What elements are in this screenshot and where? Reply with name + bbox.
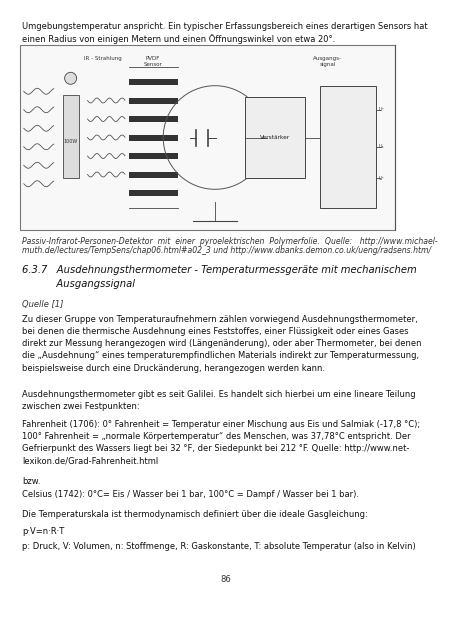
Bar [129,79,178,85]
Bar [129,153,178,159]
Text: Ausdehnungsthermometer gibt es seit Galilei. Es handelt sich hierbei um eine lin: Ausdehnungsthermometer gibt es seit Gali… [22,390,415,411]
Text: bzw.: bzw. [22,477,40,486]
Text: Die Temperaturskala ist thermodynamisch definiert über die ideale Gasgleichung:: Die Temperaturskala ist thermodynamisch … [22,510,368,519]
Bar [320,86,376,208]
Text: Passiv-Infrarot-Personen-Detektor  mit  einer  pyroelektrischen  Polymerfolie.  : Passiv-Infrarot-Personen-Detektor mit ei… [22,237,438,246]
Bar [63,95,79,178]
Text: Ausgangs-
signal: Ausgangs- signal [313,56,342,67]
Text: Quelle [1]: Quelle [1] [22,300,63,309]
Text: 86: 86 [221,575,231,584]
Text: Uᵇ: Uᵇ [378,176,384,180]
Text: Umgebungstemperatur anspricht. Ein typischer Erfassungsbereich eines derartigen : Umgebungstemperatur anspricht. Ein typis… [22,22,428,44]
Text: Zu dieser Gruppe von Temperaturaufnehmern zählen vorwiegend Ausdehnungsthermomet: Zu dieser Gruppe von Temperaturaufnehmer… [22,315,421,372]
Bar [129,172,178,177]
Text: PVDF
Sensor: PVDF Sensor [144,56,163,67]
Text: Celsius (1742): 0°C= Eis / Wasser bei 1 bar, 100°C = Dampf / Wasser bei 1 bar).: Celsius (1742): 0°C= Eis / Wasser bei 1 … [22,490,359,499]
Text: Uₐ: Uₐ [378,144,384,149]
Text: Ausgangssignal: Ausgangssignal [22,279,135,289]
Circle shape [65,72,77,84]
Bar [129,116,178,122]
Text: p: Druck, V: Volumen, n: Stoffmenge, R: Gaskonstante, T: absolute Temperatur (al: p: Druck, V: Volumen, n: Stoffmenge, R: … [22,542,416,551]
Bar [129,190,178,196]
Text: 6.3.7   Ausdehnungsthermometer - Temperaturmessgeräte mit mechanischem: 6.3.7 Ausdehnungsthermometer - Temperatu… [22,265,417,275]
Text: 100W: 100W [63,139,78,144]
Text: Verstärker: Verstärker [260,135,290,140]
Text: muth.de/lectures/TempSens/chap06.html#a02_3 und http://www.dbanks.demon.co.uk/ue: muth.de/lectures/TempSens/chap06.html#a0… [22,246,431,255]
Text: Uᵁ: Uᵁ [378,108,384,112]
Bar [129,97,178,104]
Text: Fahrenheit (1706): 0° Fahrenheit = Temperatur einer Mischung aus Eis und Salmiak: Fahrenheit (1706): 0° Fahrenheit = Tempe… [22,420,420,465]
Text: IR - Strahlung: IR - Strahlung [84,56,121,61]
Text: p·V=n·R·T: p·V=n·R·T [22,527,64,536]
Bar [20,45,395,230]
Bar [245,97,305,178]
Bar [129,134,178,141]
